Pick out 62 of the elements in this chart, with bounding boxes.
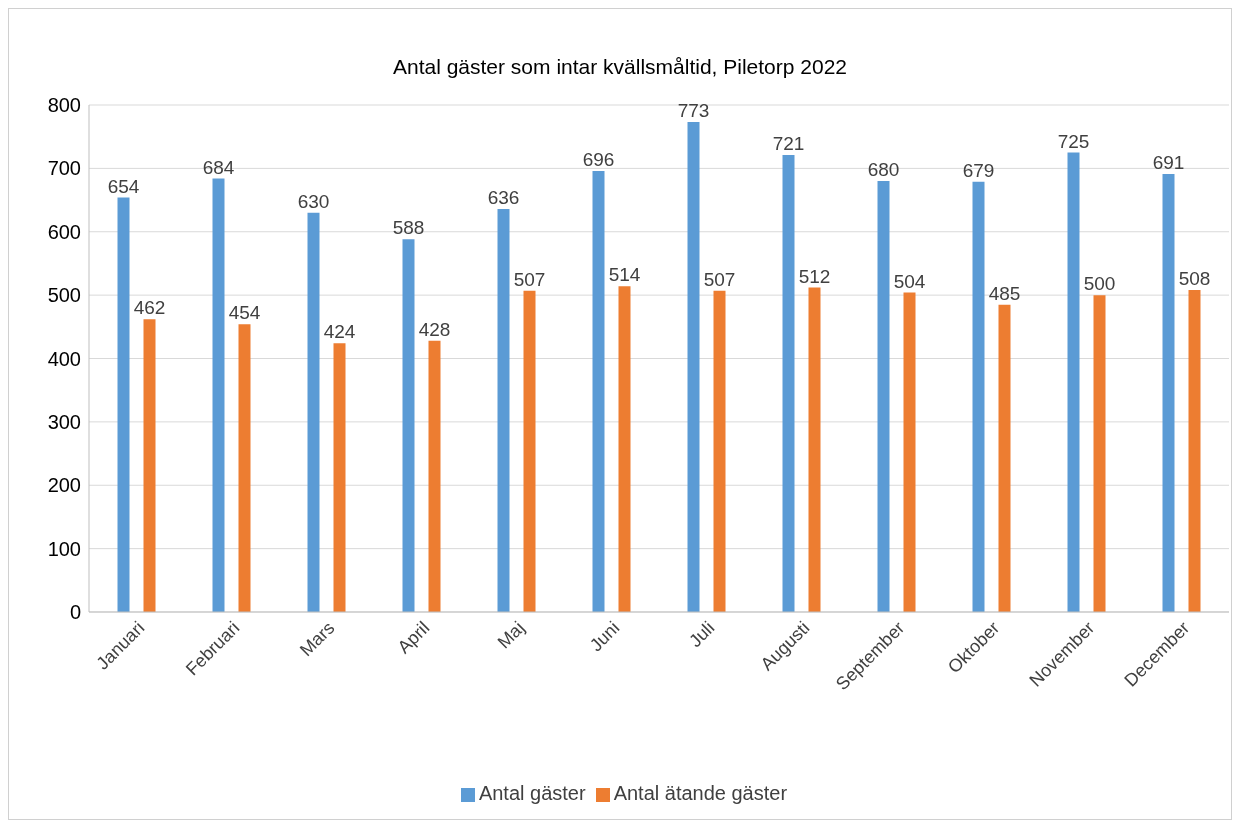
y-tick-label: 300 <box>47 410 81 433</box>
y-tick-label: 500 <box>47 284 81 307</box>
data-label: 507 <box>703 268 736 290</box>
bar <box>523 290 536 612</box>
bar <box>877 181 890 612</box>
bar <box>592 170 605 612</box>
data-label: 679 <box>962 159 995 181</box>
bar <box>713 290 726 612</box>
bar <box>972 181 985 612</box>
bar <box>307 212 320 612</box>
bar <box>1093 295 1106 612</box>
y-tick-label: 600 <box>47 220 81 243</box>
data-label: 588 <box>392 217 425 239</box>
data-label: 654 <box>107 175 140 197</box>
bar <box>808 287 821 612</box>
data-label: 680 <box>867 159 900 181</box>
data-label: 691 <box>1152 152 1185 174</box>
y-tick-label: 200 <box>47 474 81 497</box>
bar <box>402 239 415 612</box>
data-label: 504 <box>893 270 926 292</box>
data-label: 512 <box>798 265 831 287</box>
bar <box>998 304 1011 612</box>
bar <box>117 197 130 612</box>
bar <box>143 319 156 612</box>
bar <box>903 292 916 612</box>
data-label: 725 <box>1057 130 1090 152</box>
data-label: 514 <box>608 264 641 286</box>
data-label: 428 <box>418 318 451 340</box>
data-label: 485 <box>988 282 1021 304</box>
data-label: 424 <box>323 321 356 343</box>
y-tick-label: 800 <box>47 94 81 117</box>
y-tick-label: 700 <box>47 157 81 180</box>
data-label: 696 <box>582 148 615 170</box>
chart-title: Antal gäster som intar kvällsmåltid, Piletorp 2022 <box>391 55 848 80</box>
bar <box>687 122 700 612</box>
data-label: 721 <box>772 133 805 155</box>
y-tick-label: 0 <box>69 601 81 624</box>
bar <box>1188 290 1201 612</box>
bar <box>212 178 225 612</box>
data-label: 454 <box>228 302 261 324</box>
bar <box>782 155 795 612</box>
bar <box>497 208 510 612</box>
bar <box>1067 152 1080 612</box>
x-tick-label: Juli <box>685 617 719 651</box>
data-label: 773 <box>677 100 710 122</box>
data-label: 500 <box>1083 273 1116 295</box>
legend-label: Antal ätande gäster <box>613 782 788 804</box>
y-tick-label: 100 <box>47 537 81 560</box>
data-label: 630 <box>297 190 330 212</box>
bar <box>238 324 251 612</box>
x-tick-label: Maj <box>493 617 529 653</box>
legend-label: Antal gäster <box>478 782 586 804</box>
data-label: 684 <box>202 156 235 178</box>
bar <box>333 343 346 612</box>
bar <box>618 286 631 612</box>
data-label: 508 <box>1178 268 1211 290</box>
y-tick-label: 400 <box>47 347 81 370</box>
data-label: 507 <box>513 268 546 290</box>
data-label: 462 <box>133 297 166 319</box>
data-label: 636 <box>487 186 520 208</box>
bar <box>428 340 441 612</box>
bar <box>1162 174 1175 612</box>
